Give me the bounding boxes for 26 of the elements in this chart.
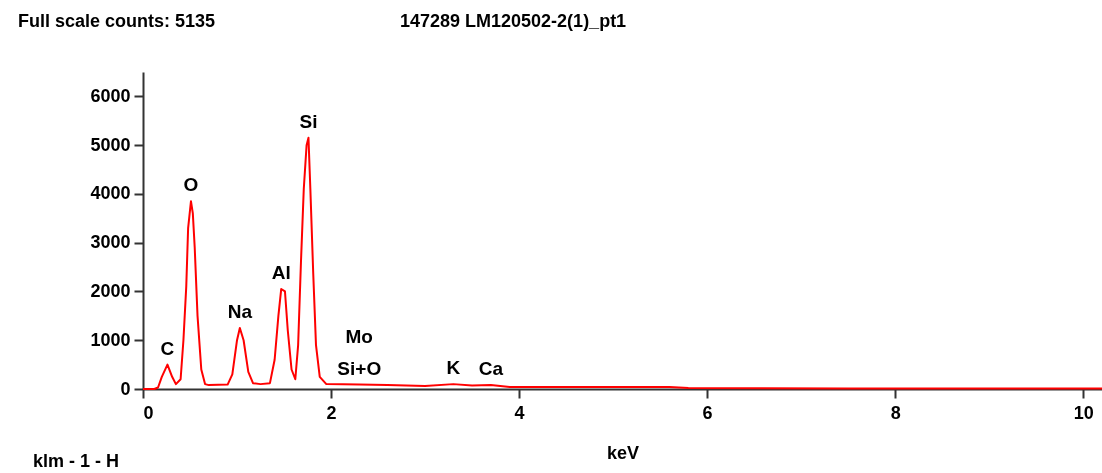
x-tick-label: 0 — [143, 402, 154, 423]
x-tick-label: 2 — [326, 402, 337, 423]
annotation: Na — [227, 301, 253, 323]
x-axis-title: keV — [606, 442, 640, 463]
y-tick-label: 4000 — [90, 183, 131, 204]
annotation: K — [446, 357, 461, 379]
text: 147289 LM120502-2(1)_pt1 — [400, 11, 627, 31]
text: klm - 1 - H — [33, 451, 120, 471]
y-tick-label: 1000 — [90, 329, 131, 350]
x-tick-label: 10 — [1073, 402, 1094, 423]
x-tick-label: 6 — [702, 402, 713, 423]
x-tick-label: 8 — [890, 402, 901, 423]
y-tick-label: 2000 — [90, 280, 131, 301]
annotation: Ca — [478, 358, 504, 380]
y-tick-label: 5000 — [90, 134, 131, 155]
annotation: O — [183, 174, 199, 196]
y-tick-label: 6000 — [90, 85, 131, 106]
y-tick-label: 3000 — [90, 232, 131, 253]
annotation: Si — [299, 110, 318, 132]
text: Full scale counts: 5135 — [18, 11, 216, 31]
x-tick-label: 4 — [514, 402, 525, 423]
annotation: Mo — [345, 325, 373, 347]
annotation: Al — [271, 262, 291, 284]
annotation: Si+O — [337, 357, 382, 379]
y-tick-label: 0 — [120, 378, 131, 399]
annotation: C — [160, 337, 175, 359]
